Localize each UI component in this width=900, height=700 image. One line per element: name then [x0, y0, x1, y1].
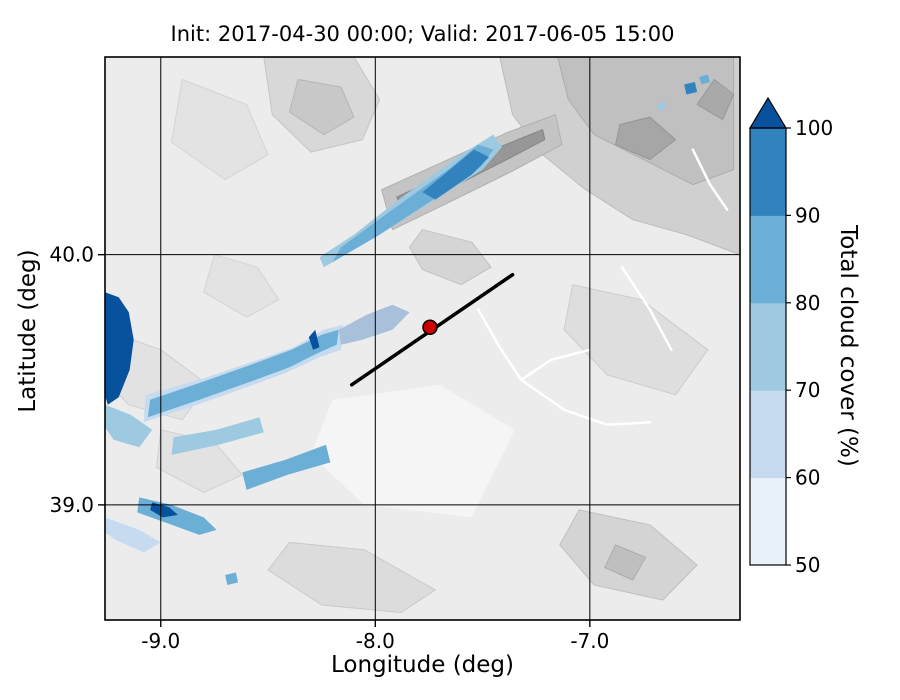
cloud-patch-90-100 [422, 149, 489, 200]
cloud-patch-70-80 [338, 304, 410, 345]
colorbar-tick-label: 90 [795, 203, 820, 227]
river-line [620, 265, 673, 352]
colorbar-frame [749, 127, 787, 566]
colorbar-extend-arrow [748, 96, 788, 129]
cloud-patch-90-100 [150, 502, 178, 518]
colorbar-tick-label: 80 [795, 291, 820, 315]
terrain-contour [615, 116, 677, 161]
cloud-patch-90-100 [684, 82, 698, 95]
terrain-contour [171, 79, 269, 181]
x-tick-label: -7.0 [570, 629, 609, 653]
cloud-patch-70-80 [656, 102, 665, 110]
colorbar-segment [750, 477, 786, 566]
colorbar: 50 60 70 80 90 100 [748, 96, 833, 577]
cloud-patch-90-100 [308, 329, 320, 350]
colorbar-segment [750, 128, 786, 216]
cloud-patch-90-100 [105, 292, 134, 405]
y-tick-label: 40.0 [49, 243, 94, 267]
terrain-contour [289, 79, 355, 136]
x-tick-label: -9.0 [141, 629, 180, 653]
colorbar-segment [750, 302, 786, 391]
cloud-patch-80-90 [147, 329, 339, 418]
cloud-patch-80-90 [225, 572, 238, 585]
colorbar-tick-label: 70 [795, 378, 820, 402]
x-axis-ticks: -9.0 -8.0 -7.0 [141, 620, 609, 653]
river-line [519, 348, 592, 382]
y-axis-ticks: 40.0 39.0 [49, 243, 105, 517]
cloud-patch-60-70 [105, 517, 161, 553]
x-tick-label: -8.0 [356, 629, 395, 653]
river-layer [477, 148, 729, 427]
terrain-contour [203, 254, 280, 318]
cloud-cover-layer [105, 74, 710, 585]
terrain-contour [267, 541, 436, 613]
colorbar-segment [750, 215, 786, 304]
terrain-contour [604, 544, 647, 581]
colorbar-tick-label: 100 [795, 116, 833, 140]
x-axis-label: Longitude (deg) [330, 652, 514, 678]
river-line [691, 148, 729, 211]
colorbar-segment [750, 390, 786, 479]
y-axis-label: Latitude (deg) [15, 249, 41, 413]
cloud-patch-80-90 [699, 74, 710, 85]
plot-frame [104, 56, 741, 621]
terrain-contour [409, 229, 492, 286]
terrain-contour [696, 79, 735, 121]
colorbar-label: Total cloud cover (%) [835, 225, 861, 467]
cloud-patch-70-80 [105, 404, 153, 448]
station-marker [422, 319, 438, 335]
colorbar-tick-label: 60 [795, 466, 820, 490]
river-line [477, 308, 652, 427]
terrain-contour [563, 284, 709, 396]
cloud-patch-80-90 [242, 444, 331, 490]
y-tick-label: 39.0 [49, 493, 94, 517]
cloud-patch-70-80 [171, 417, 264, 455]
colorbar-tick-label: 50 [795, 553, 820, 577]
terrain-contour [310, 384, 515, 518]
grid-lines [105, 57, 740, 620]
plot-title: Init: 2017-04-30 00:00; Valid: 2017-06-0… [170, 22, 675, 46]
map-layers [105, 57, 740, 620]
